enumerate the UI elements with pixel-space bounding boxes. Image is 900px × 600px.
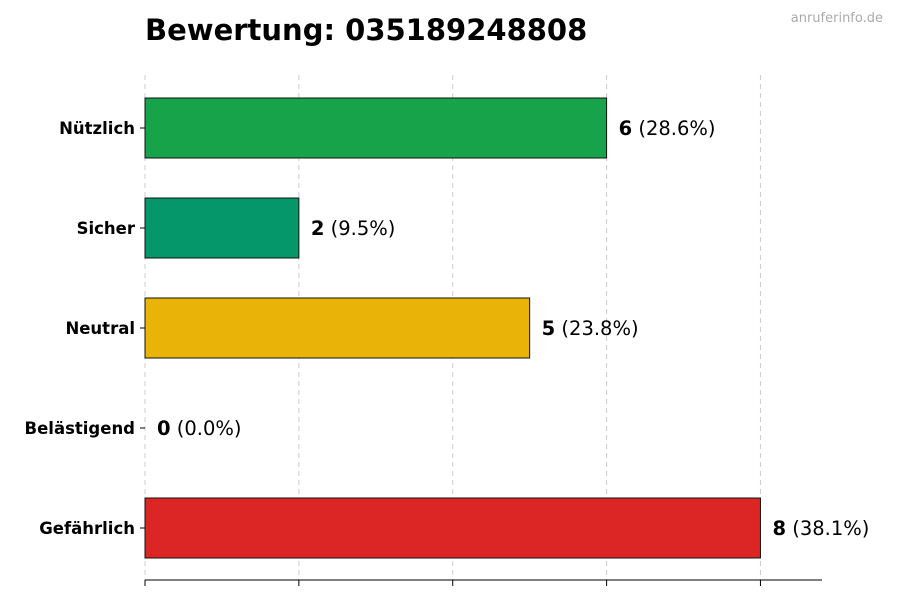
data-label-count-2: 5 <box>542 317 556 340</box>
category-label-0: Nützlich <box>59 119 135 138</box>
category-label-2: Neutral <box>65 319 135 338</box>
category-label-1: Sicher <box>77 219 136 238</box>
category-label-4: Gefährlich <box>39 519 135 538</box>
chart-title: Bewertung: 035189248808 <box>145 13 587 47</box>
data-label-percent-1: (9.5%) <box>324 217 395 240</box>
data-label-count-1: 2 <box>311 217 325 240</box>
bars <box>144 97 761 559</box>
data-label-count-0: 6 <box>619 117 633 140</box>
data-label-percent-0: (28.6%) <box>632 117 715 140</box>
axes <box>140 127 822 586</box>
data-label-4: 8 (38.1%) <box>772 517 869 540</box>
bar-1 <box>144 197 300 259</box>
data-label-2: 5 (23.8%) <box>542 317 639 340</box>
category-label-3: Belästigend <box>25 419 135 438</box>
bar-2 <box>144 297 531 359</box>
data-label-1: 2 (9.5%) <box>311 217 396 240</box>
data-label-3: 0 (0.0%) <box>157 417 242 440</box>
labels: Nützlich 6 (28.6%) Sicher 2 (9.5%) Neutral 5 … <box>25 117 870 540</box>
bar-4 <box>144 497 761 559</box>
data-label-percent-2: (23.8%) <box>555 317 638 340</box>
data-label-percent-3: (0.0%) <box>171 417 242 440</box>
data-label-count-3: 0 <box>157 417 171 440</box>
data-label-0: 6 (28.6%) <box>619 117 716 140</box>
data-label-count-4: 8 <box>772 517 786 540</box>
bar-0 <box>144 97 608 159</box>
data-label-percent-4: (38.1%) <box>786 517 869 540</box>
source-watermark: anruferinfo.de <box>791 11 883 26</box>
